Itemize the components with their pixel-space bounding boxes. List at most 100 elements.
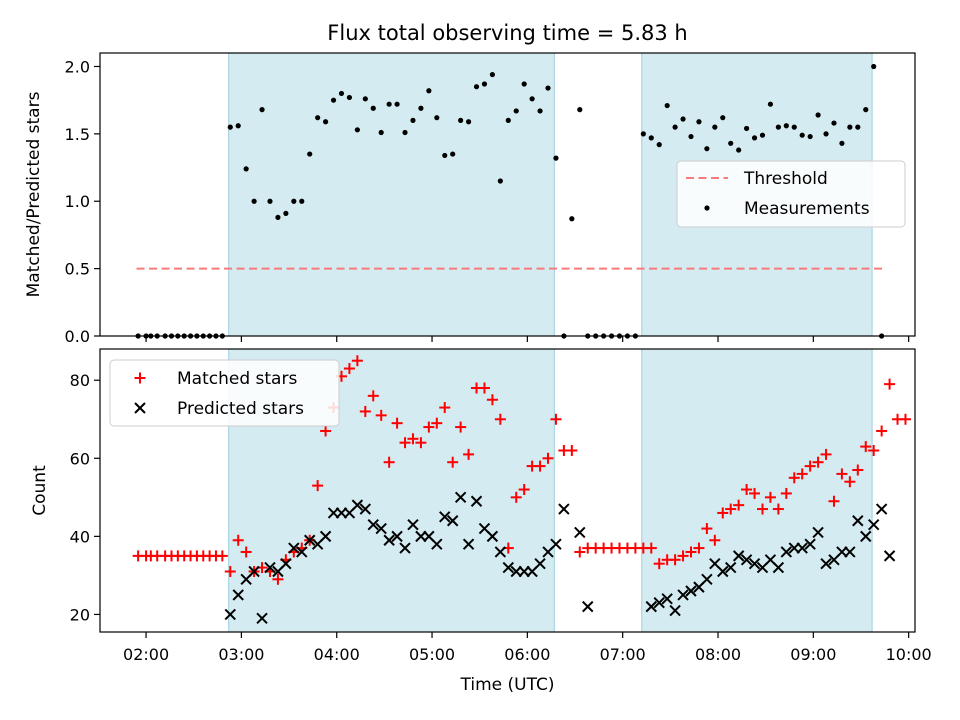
y-tick-label: 2.0 — [65, 57, 90, 76]
matched-star-point — [828, 495, 840, 507]
matched-star-point — [725, 503, 737, 515]
matched-star-point — [494, 413, 506, 425]
measurement-point — [521, 81, 527, 87]
predicted-star-point — [653, 597, 665, 609]
measurement-point — [307, 151, 313, 157]
measurement-point — [569, 216, 575, 222]
legend-predicted-swatch — [134, 402, 146, 414]
predicted-star-point — [304, 534, 316, 546]
predicted-star-point — [296, 546, 308, 558]
measurement-point — [426, 88, 432, 94]
measurement-point — [465, 119, 472, 125]
top-y-axis-label: Matched/Predicted stars — [24, 91, 44, 297]
measurement-point — [791, 124, 797, 130]
bottom-x-ticks: 02:00 03:00 04:00 05:00 06:00 07:00 08:00 09:00… — [123, 632, 932, 664]
matched-star-point — [320, 425, 332, 437]
y-tick-label: 0.5 — [65, 260, 90, 279]
predicted-star-point — [359, 503, 372, 515]
measurement-point — [235, 123, 241, 129]
predicted-star-point — [550, 538, 562, 550]
matched-star-point — [574, 546, 586, 558]
matched-star-point — [733, 499, 745, 511]
predicted-star-point — [875, 503, 888, 515]
matched-star-point — [749, 487, 761, 499]
matched-star-point — [478, 382, 490, 394]
predicted-star-point — [391, 530, 403, 543]
top-legend: Threshold Measurements — [676, 160, 906, 228]
measurement-point — [418, 105, 424, 111]
matched-star-point — [844, 476, 856, 488]
predicted-star-point — [867, 518, 880, 531]
measurement-point — [759, 132, 766, 138]
matched-star-point — [312, 480, 324, 492]
legend-box — [109, 359, 340, 427]
predicted-star-point — [772, 561, 785, 574]
legend-matched-label: Matched stars — [177, 369, 297, 389]
measurement-point — [728, 140, 734, 146]
measurement-point — [450, 151, 456, 157]
measurement-point — [823, 131, 829, 137]
predicted-star-point — [470, 495, 483, 507]
matched-star-point — [566, 444, 578, 456]
predicted-star-point — [248, 565, 260, 578]
matched-star-point — [510, 491, 522, 503]
predicted-star-point — [717, 565, 729, 578]
predicted-star-point — [748, 557, 761, 570]
matched-star-point — [455, 421, 467, 433]
matched-star-point — [240, 546, 252, 558]
matched-star-point — [804, 460, 816, 472]
top-y-ticks: 0.0 0.5 1.0 1.5 2.0 — [65, 57, 100, 346]
matched-star-point — [415, 437, 427, 449]
matched-star-point — [542, 452, 554, 464]
matched-star-point — [812, 456, 824, 468]
predicted-star-point — [820, 557, 832, 570]
x-tick-label: 07:00 — [600, 645, 646, 664]
matched-star-point — [868, 444, 880, 456]
measurement-point — [442, 152, 448, 159]
top-axes-frame — [99, 52, 916, 337]
matched-star-point — [899, 413, 911, 425]
matched-star-point — [796, 468, 808, 480]
predicted-star-point — [852, 515, 864, 527]
measurement-point — [545, 85, 551, 91]
predicted-star-point — [319, 530, 332, 543]
predicted-star-point — [232, 589, 244, 601]
measurement-point — [370, 105, 376, 111]
measurement-point — [656, 142, 662, 148]
measurement-point — [243, 166, 249, 172]
matched-star-point — [367, 390, 379, 402]
legend-matched-swatch — [134, 372, 146, 384]
predicted-star-point — [264, 561, 276, 574]
matched-star-point — [717, 507, 729, 519]
predicted-star-point — [288, 542, 300, 554]
measurement-point — [815, 112, 821, 118]
matched-star-point — [669, 554, 681, 566]
measurement-point — [322, 119, 329, 125]
y-tick-label: 60 — [70, 449, 90, 468]
matched-star-point — [741, 484, 753, 496]
predicted-star-point — [375, 522, 387, 535]
measurement-point — [736, 147, 742, 153]
measurement-point — [489, 71, 496, 78]
predicted-star-point — [780, 546, 793, 558]
measurement-point — [330, 97, 337, 103]
measurement-point — [338, 90, 345, 97]
bottom-axes-frame — [99, 348, 916, 633]
matched-star-point — [232, 534, 244, 546]
matched-star-point — [272, 573, 284, 585]
measurement-point — [458, 117, 464, 123]
matched-star-point — [463, 448, 475, 460]
measurement-point — [553, 155, 559, 161]
legend-measurement-swatch — [704, 205, 710, 211]
matched-star-point — [677, 550, 689, 562]
matched-star-point — [224, 565, 236, 577]
measurement-point — [315, 115, 321, 121]
predicted-star-point — [280, 557, 292, 570]
measurement-point — [259, 107, 265, 113]
x-tick-label: 05:00 — [409, 645, 455, 664]
matched-star-point — [701, 523, 713, 535]
predicted-star-point — [367, 518, 379, 531]
matched-star-point — [876, 425, 888, 437]
matched-star-point — [685, 546, 697, 558]
legend-predicted-label: Predicted stars — [177, 399, 304, 419]
